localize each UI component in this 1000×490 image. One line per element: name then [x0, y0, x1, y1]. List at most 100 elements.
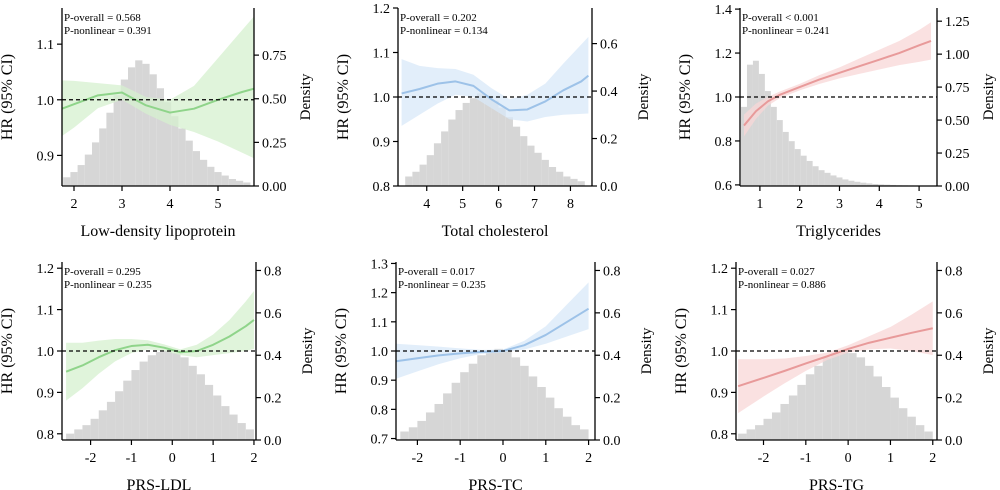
histogram-bar: [520, 136, 528, 186]
histogram-bar: [441, 131, 449, 186]
histogram-bar: [236, 180, 244, 186]
y2-tick-label: 0.50: [945, 114, 970, 129]
y2-tick-label: 1.00: [945, 48, 970, 63]
y-tick-label: 1.2: [371, 287, 389, 302]
histogram-bar: [106, 401, 116, 440]
histogram-bar: [511, 357, 521, 440]
histogram-bar: [782, 131, 789, 186]
y-tick-label: 0.9: [37, 149, 55, 164]
histogram-bar: [400, 431, 409, 440]
y2-tick-label: 0.25: [945, 147, 970, 162]
x-tick-label: 0: [845, 451, 852, 466]
stat-annotation: P-nonlinear = 0.235: [398, 279, 486, 291]
histogram-bar: [468, 363, 478, 440]
histogram-bar: [915, 425, 925, 440]
histogram-bar: [115, 391, 124, 440]
y-tick-label: 1.2: [715, 47, 733, 62]
y2-tick-label: 0.6: [603, 307, 621, 322]
y2-tick-label: 0.6: [945, 307, 963, 322]
x-tick-label: 5: [459, 197, 466, 212]
x-tick-label: 2: [250, 451, 257, 466]
stat-annotation: P-nonlinear = 0.241: [742, 25, 830, 37]
histogram-bar: [794, 149, 801, 186]
y2-tick-label: 0.4: [600, 85, 618, 100]
y-axis-label: HR (95% CI): [0, 308, 16, 394]
histogram-bar: [229, 414, 238, 440]
chart-panel-4: 0.8 0.9 1.0 1.1 1.2 0.0 0.2 0.4 0.6 0.8 -2 -1 0 1 2 PRS…: [0, 262, 316, 490]
x-tick-label: 4: [423, 197, 430, 212]
y2-tick-label: 0.0: [603, 434, 621, 449]
histogram-bar: [878, 184, 885, 186]
histogram-bar: [155, 352, 165, 440]
histogram-bar: [865, 365, 874, 440]
y-tick-label: 1.2: [711, 262, 729, 277]
histogram-bar: [207, 166, 215, 186]
histogram-bar: [898, 408, 908, 440]
stat-annotation: P-nonlinear = 0.235: [64, 279, 152, 291]
x-axis-label: PRS-TG: [809, 477, 865, 490]
histogram-bar: [771, 412, 781, 440]
x-tick-label: 5: [916, 197, 923, 212]
stat-annotation: P-overall = 0.295: [64, 266, 141, 278]
histogram-bar: [98, 410, 107, 440]
histogram-bar: [494, 348, 503, 440]
stat-annotation: P-nonlinear = 0.134: [400, 25, 488, 37]
x-tick-label: 0: [499, 451, 506, 466]
y2-tick-label: 0.2: [945, 392, 963, 407]
y2-tick-label: 0.4: [264, 349, 282, 364]
histogram-bar: [135, 60, 143, 187]
histogram-bar: [485, 351, 495, 440]
histogram-bar: [433, 143, 442, 186]
histogram-bar: [149, 74, 157, 186]
x-tick-label: -2: [758, 451, 770, 466]
chart-panel-1: 0.9 1.0 1.1 0.00 0.25 0.50 0.75 2 3 4 5 Low-density…: [0, 8, 314, 240]
y2-axis-label: Density: [639, 327, 655, 374]
histogram-bar: [443, 393, 452, 440]
histogram-bar: [746, 429, 756, 440]
histogram-bar: [245, 429, 254, 440]
y-tick-label: 1.1: [371, 316, 389, 331]
y2-tick-label: 0.0: [945, 434, 963, 449]
confidence-band: [62, 16, 254, 159]
histogram-bar: [763, 418, 772, 440]
histogram-bar: [545, 397, 555, 440]
histogram-bar: [196, 374, 205, 440]
histogram-bar: [570, 178, 578, 186]
histogram-bar: [228, 179, 236, 186]
histogram-bar: [164, 102, 172, 186]
y2-tick-label: 0.00: [262, 180, 287, 195]
histogram-bar: [780, 403, 789, 440]
histogram-bar: [856, 357, 866, 440]
x-tick-label: 1: [756, 197, 763, 212]
y2-axis-label: Density: [298, 73, 314, 120]
histogram-bar: [848, 180, 855, 186]
histogram-bar: [171, 116, 179, 186]
histogram-bar: [455, 110, 463, 186]
y2-axis-label: Density: [636, 73, 652, 120]
histogram-bar: [505, 117, 513, 186]
x-tick-label: 1: [542, 451, 549, 466]
y2-tick-label: 0.2: [264, 392, 282, 407]
x-tick-label: 2: [585, 451, 592, 466]
y2-tick-label: 0.6: [264, 307, 282, 322]
histogram-bar: [120, 79, 128, 186]
y2-tick-label: 0.25: [262, 136, 287, 151]
histogram-bar: [147, 355, 156, 440]
x-tick-label: 6: [495, 197, 502, 212]
histogram-bar: [417, 420, 426, 440]
histogram-bar: [836, 177, 843, 186]
x-tick-label: -2: [85, 451, 97, 466]
histogram-bar: [448, 119, 456, 186]
y-tick-label: 1.0: [715, 91, 733, 106]
histogram-bar: [755, 425, 764, 440]
hr-curve: [401, 74, 590, 112]
histogram-bar: [839, 351, 849, 440]
histogram-bar: [408, 427, 418, 440]
histogram-bar: [831, 353, 840, 440]
y-axis-label: HR (95% CI): [0, 54, 16, 140]
x-tick-label: 4: [167, 197, 174, 212]
x-tick-label: 5: [215, 197, 222, 212]
stat-annotation: P-overall = 0.202: [400, 12, 477, 24]
y-tick-label: 1.2: [37, 262, 55, 277]
y-tick-label: 0.8: [711, 428, 729, 443]
